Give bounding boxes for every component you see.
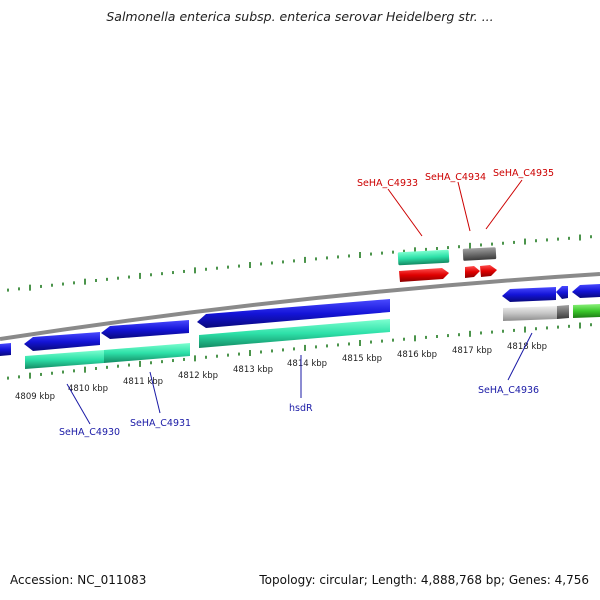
genome-backbone xyxy=(0,272,600,341)
trna-left[interactable] xyxy=(399,268,449,282)
trna-right-b[interactable] xyxy=(480,265,497,277)
cds-upstream-1[interactable] xyxy=(502,287,556,302)
gene-hsdR[interactable] xyxy=(199,319,390,348)
cds-upstream-3[interactable] xyxy=(572,284,600,298)
gene-SeHA_C4934[interactable] xyxy=(462,247,497,261)
connector-SeHA_C4935 xyxy=(485,179,523,230)
gene-SeHA_C4933[interactable] xyxy=(397,249,450,266)
gene-labels: SeHA_C4933 SeHA_C4934 SeHA_C4935 SeHA_C4… xyxy=(59,168,554,438)
scale-label: 4816 kbp xyxy=(397,350,437,360)
lower-features xyxy=(0,284,600,369)
connector-SeHA_C4936 xyxy=(507,332,533,381)
gene-label-SeHA_C4930[interactable]: SeHA_C4930 xyxy=(59,427,120,438)
gene-SeHA_C4930[interactable] xyxy=(25,350,104,369)
cds-SeHA_C4931[interactable] xyxy=(101,320,189,339)
connector-SeHA_C4933 xyxy=(387,188,423,237)
scale-label: 4813 kbp xyxy=(233,365,273,375)
scale-label: 4809 kbp xyxy=(15,392,55,402)
lower-tick-row xyxy=(7,322,592,380)
scale-label: 4811 kbp xyxy=(123,377,163,387)
gene-grey-small[interactable] xyxy=(557,305,569,319)
cds-upstream-2[interactable] xyxy=(556,286,568,299)
cds-SeHA_C4930[interactable] xyxy=(24,332,100,351)
cds-hsdR[interactable] xyxy=(197,299,390,328)
connector-SeHA_C4931 xyxy=(149,371,161,414)
gene-label-SeHA_C4934[interactable]: SeHA_C4934 xyxy=(425,172,486,183)
gene-SeHA_C4931[interactable] xyxy=(104,343,190,363)
connector-SeHA_C4934 xyxy=(457,181,471,232)
gene-SeHA_C4936[interactable] xyxy=(503,306,557,321)
scale-label: 4810 kbp xyxy=(68,384,108,394)
genome-summary-text: Topology: circular; Length: 4,888,768 bp… xyxy=(259,573,589,587)
label-connectors xyxy=(66,179,533,425)
gene-label-hsdR[interactable]: hsdR xyxy=(289,403,313,414)
gene-label-SeHA_C4931[interactable]: SeHA_C4931 xyxy=(130,418,191,429)
connector-SeHA_C4930 xyxy=(66,383,91,425)
gene-label-SeHA_C4935[interactable]: SeHA_C4935 xyxy=(493,168,554,179)
scale-labels: 4809 kbp 4810 kbp 4811 kbp 4812 kbp 4813… xyxy=(15,342,547,402)
scale-label: 4815 kbp xyxy=(342,354,382,364)
scale-label: 4818 kbp xyxy=(507,342,547,352)
scale-label: 4812 kbp xyxy=(178,371,218,381)
gene-lime[interactable] xyxy=(573,304,600,318)
gene-label-SeHA_C4933[interactable]: SeHA_C4933 xyxy=(357,178,418,189)
scale-label: 4817 kbp xyxy=(452,346,492,356)
upper-features xyxy=(397,247,497,282)
map-title: Salmonella enterica subsp. enterica sero… xyxy=(106,9,494,24)
cds-left-edge[interactable] xyxy=(0,343,11,356)
trna-right-a[interactable] xyxy=(465,266,480,278)
gene-label-SeHA_C4936[interactable]: SeHA_C4936 xyxy=(478,385,539,396)
accession-text: Accession: NC_011083 xyxy=(10,573,147,587)
upper-tick-row xyxy=(7,234,592,292)
scale-label: 4814 kbp xyxy=(287,359,327,369)
